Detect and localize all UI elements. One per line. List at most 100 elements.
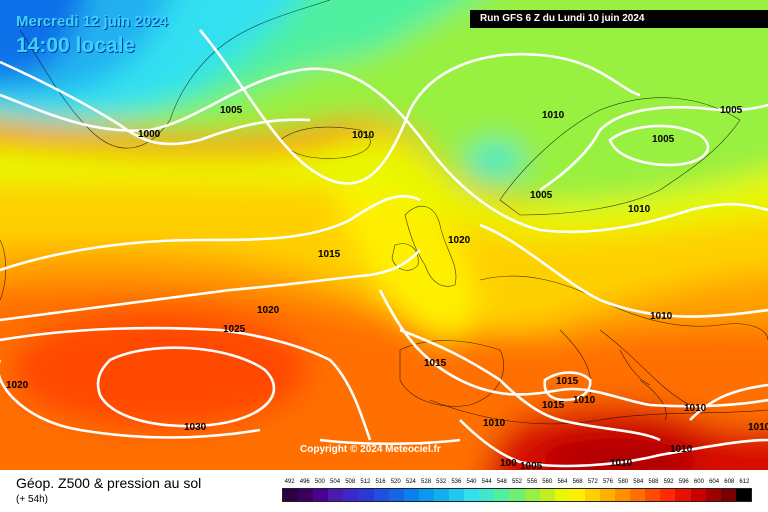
forecast-date: Mercredi 12 juin 2024 xyxy=(16,13,168,30)
isobar-label: 1000 xyxy=(138,129,161,140)
color-scale-label: 600 xyxy=(693,479,704,485)
isobar-label: 1005 xyxy=(220,105,243,116)
color-scale-swatch xyxy=(343,489,359,501)
color-scale-swatch xyxy=(554,489,570,501)
color-scale-labels: 492 496 500 504 508 512 516 520 524 528 532 536 540 5… xyxy=(282,479,752,489)
color-scale-swatch xyxy=(494,489,510,501)
color-scale-swatch xyxy=(660,489,676,501)
isobar-label: 100 xyxy=(500,458,517,469)
color-scale-swatch xyxy=(479,489,495,501)
color-scale-label: 584 xyxy=(633,479,644,485)
color-scale-label: 544 xyxy=(481,479,492,485)
geopotential-field xyxy=(0,0,768,470)
color-scale-swatch xyxy=(418,489,434,501)
color-scale-swatch xyxy=(539,489,555,501)
color-scale-label: 596 xyxy=(678,479,689,485)
color-scale-swatch xyxy=(705,489,721,501)
color-scale-label: 532 xyxy=(436,479,447,485)
color-scale-label: 552 xyxy=(511,479,523,485)
isobar-label: 1010 xyxy=(670,444,693,455)
isobar-label: 1010 xyxy=(684,403,707,414)
color-scale-label: 492 xyxy=(284,479,295,485)
land-outlines xyxy=(0,0,768,425)
isobar-label: 1025 xyxy=(223,324,246,335)
color-scale-label: 604 xyxy=(709,479,720,485)
map-title: Géop. Z500 & pression au sol xyxy=(16,475,202,491)
color-scale-swatch xyxy=(720,489,736,501)
isobar-label: 1010 xyxy=(610,458,633,469)
isobar-label: 1010 xyxy=(628,204,651,215)
color-scale-swatch xyxy=(449,489,465,501)
isobar-label: 1005 xyxy=(530,190,553,201)
isobar-label: 1010 xyxy=(748,422,768,433)
color-scale-label: 512 xyxy=(360,479,371,485)
isobar-label: 1010 xyxy=(650,311,673,322)
color-scale-label: 496 xyxy=(299,479,310,485)
color-scale-label: 548 xyxy=(496,479,507,485)
color-scale-swatch xyxy=(645,489,661,501)
color-scale-label: 500 xyxy=(314,479,325,485)
isobar-label: 1020 xyxy=(6,380,29,391)
color-scale-label: 572 xyxy=(587,479,598,485)
isobar-label: 1015 xyxy=(542,400,565,411)
color-scale-label: 564 xyxy=(557,479,568,485)
color-scale-label: 612 xyxy=(739,479,750,485)
isobar-label: 1010 xyxy=(483,418,506,429)
color-scale-label: 528 xyxy=(421,479,432,485)
color-scale-swatch xyxy=(584,489,600,501)
isobar-label: 1020 xyxy=(257,305,280,316)
color-scale-swatch xyxy=(615,489,631,501)
isobar-label: 1030 xyxy=(184,422,207,433)
isobar-label: 1005 xyxy=(720,105,743,116)
color-scale-label: 516 xyxy=(375,479,386,485)
isobar-label: 1005 xyxy=(652,134,675,145)
color-scale-swatch xyxy=(388,489,404,501)
color-scale-label: 580 xyxy=(618,479,629,485)
isobar-label: 1010 xyxy=(542,110,565,121)
color-scale-swatch xyxy=(283,489,299,501)
color-scale-swatch xyxy=(599,489,616,501)
color-scale-swatch xyxy=(403,489,419,501)
color-scale-swatch xyxy=(313,489,329,501)
color-scale-swatch xyxy=(509,489,525,501)
run-info-banner: Run GFS 6 Z du Lundi 10 juin 2024 xyxy=(470,10,768,28)
color-scale-swatch xyxy=(524,489,540,501)
color-scale-swatch xyxy=(569,489,585,501)
color-scale-label: 536 xyxy=(451,479,462,485)
color-scale-label: 608 xyxy=(724,479,735,485)
isobar-label: 1015 xyxy=(318,249,341,260)
color-scale-swatch xyxy=(690,489,706,501)
copyright-notice: Copyright © 2024 Meteociel.fr xyxy=(300,444,441,455)
color-scale-swatch xyxy=(358,489,374,501)
color-scale-swatch xyxy=(328,489,344,501)
isobar-label: 1010 xyxy=(352,130,375,141)
color-scale-label: 508 xyxy=(345,479,356,485)
isobar-label: 1015 xyxy=(556,376,579,387)
color-scale-label: 592 xyxy=(663,479,674,485)
color-scale-label: 576 xyxy=(602,479,613,485)
isobar-labels: 1000 1005 1010 1015 1020 1025 1020 1010 … xyxy=(6,105,768,470)
color-scale-label: 504 xyxy=(330,479,341,485)
color-scale-bar xyxy=(282,488,752,502)
color-scale-swatch xyxy=(433,489,450,501)
isobar-label: 1015 xyxy=(424,358,447,369)
color-scale-label: 524 xyxy=(405,479,416,485)
color-scale-swatch xyxy=(298,489,314,501)
color-scale-label: 520 xyxy=(390,479,401,485)
color-scale-swatch xyxy=(630,489,646,501)
color-scale-label: 568 xyxy=(572,479,583,485)
color-scale-swatch xyxy=(675,489,691,501)
color-scale-swatch xyxy=(735,489,751,501)
forecast-step: (+ 54h) xyxy=(16,494,48,505)
isobar-label: 1005 xyxy=(520,461,543,470)
forecast-time: 14:00 locale xyxy=(16,34,136,57)
isobars xyxy=(0,29,768,468)
color-scale-label: 560 xyxy=(542,479,553,485)
isobar-label: 1020 xyxy=(448,235,471,246)
geopotential-map: 1000 1005 1010 1015 1020 1025 1020 1010 … xyxy=(0,0,768,470)
isobar-label: 1010 xyxy=(573,395,596,406)
color-scale-label: 588 xyxy=(648,479,659,485)
color-scale-label: 556 xyxy=(527,479,538,485)
footer-panel: Géop. Z500 & pression au sol (+ 54h) 492… xyxy=(0,470,768,512)
